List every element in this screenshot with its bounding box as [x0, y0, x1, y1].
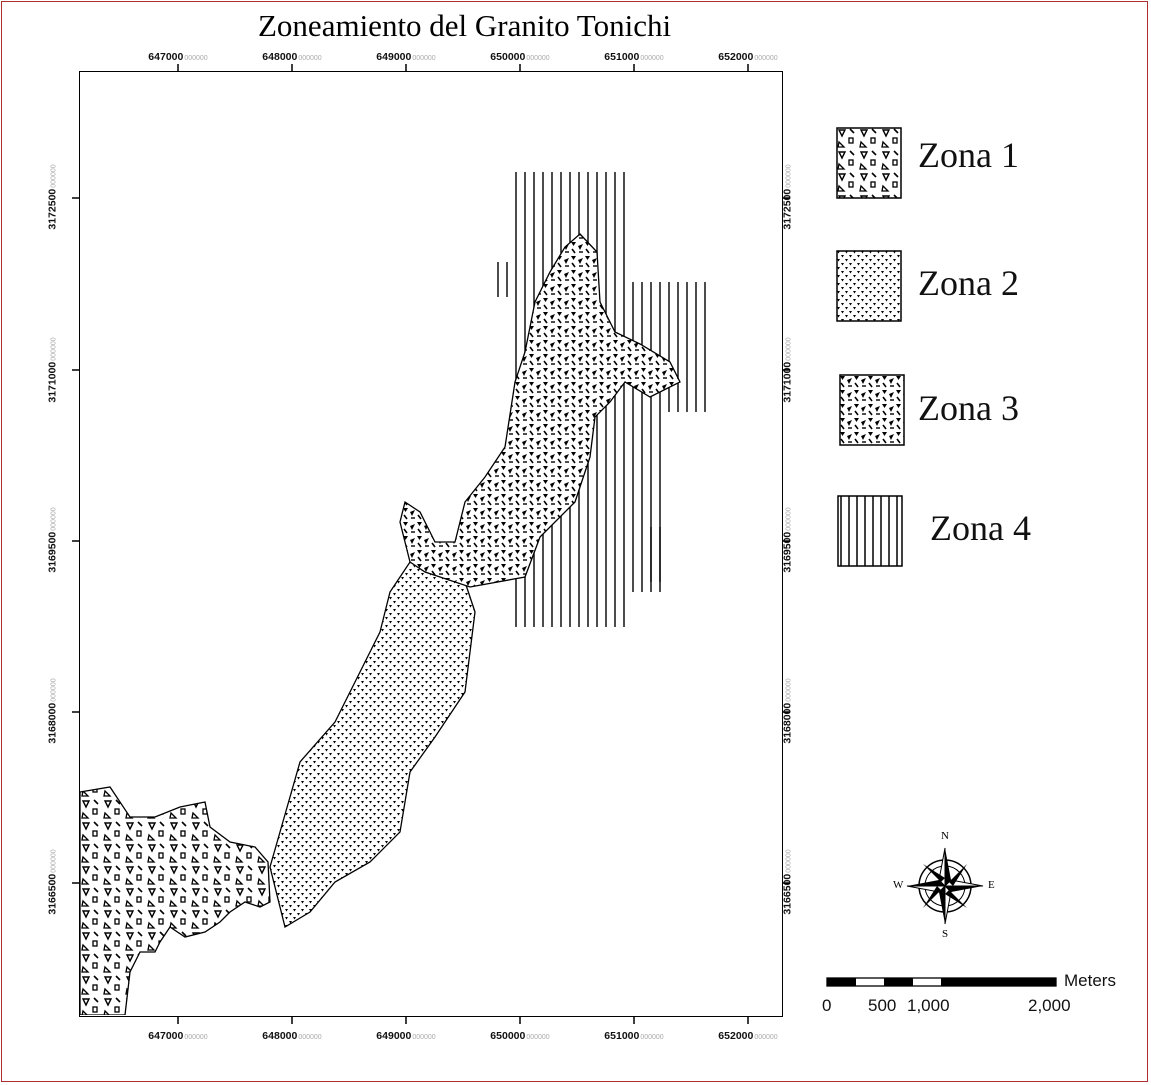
zone-map: [80, 172, 710, 1015]
compass-rose-icon: [906, 847, 984, 925]
map-title: Zoneamiento del Granito Tonichi: [258, 8, 672, 43]
x-tick-bottom: 650000000000: [490, 1030, 550, 1042]
legend-label-zona-3: Zona 3: [918, 388, 1019, 428]
legend-swatch-zona-2: [836, 250, 902, 322]
map-panel: [79, 71, 783, 1017]
scale-bar-graphic: [826, 977, 1057, 987]
x-tick-top: 649000000000: [376, 51, 436, 63]
legend-swatch-zona-3: [839, 374, 905, 446]
compass-w-label: W: [893, 879, 904, 891]
scale-bar-label: 1,000: [907, 996, 950, 1015]
x-tick-bottom: 648000000000: [262, 1030, 322, 1042]
scale-bar-label: 0: [822, 996, 832, 1015]
x-tick-bottom: 651000000000: [604, 1030, 664, 1042]
x-tick-bottom: 652000000000: [718, 1030, 778, 1042]
legend-label-zona-2: Zona 2: [918, 263, 1019, 303]
legend-swatch-zona-4: [837, 495, 903, 567]
scale-bar-unit: Meters: [1064, 971, 1116, 990]
x-tick-bottom: 647000000000: [148, 1030, 208, 1042]
compass-s-label: S: [942, 928, 949, 940]
legend-label-zona-1: Zona 1: [918, 135, 1019, 175]
compass-n-label: N: [941, 830, 949, 842]
zone-2-area: [269, 561, 476, 929]
x-tick-top: 647000000000: [148, 51, 208, 63]
scale-bar-label: 500: [868, 996, 897, 1015]
legend-label-zona-4: Zona 4: [930, 508, 1031, 548]
north-arrow: N S E W: [890, 830, 1000, 942]
compass-e-label: E: [988, 879, 995, 891]
x-tick-top: 648000000000: [262, 51, 322, 63]
x-tick-top: 652000000000: [718, 51, 778, 63]
scale-bar-label: 2,000: [1028, 996, 1071, 1015]
zone-1-area: [80, 786, 271, 1015]
zone-3-area: [399, 233, 681, 588]
x-tick-top: 651000000000: [604, 51, 664, 63]
x-tick-top: 650000000000: [490, 51, 550, 63]
legend-swatch-zona-1: [836, 127, 902, 199]
x-tick-bottom: 649000000000: [376, 1030, 436, 1042]
